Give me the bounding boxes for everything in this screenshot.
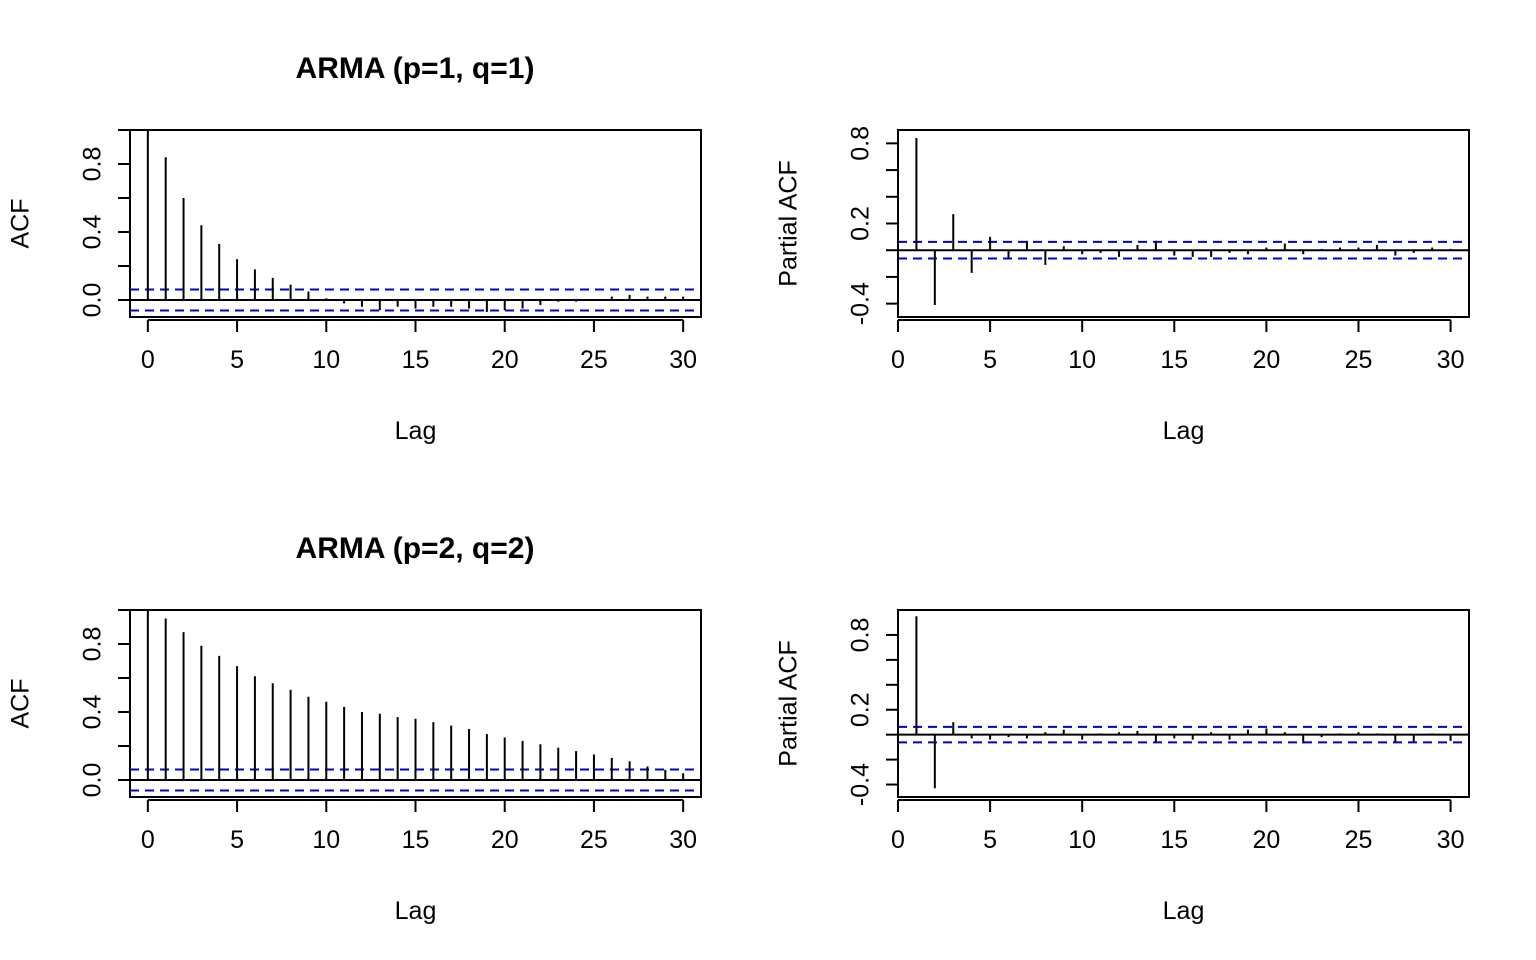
- x-tick-label: 20: [1252, 826, 1280, 854]
- x-tick-label: 20: [491, 346, 519, 374]
- x-tick-label: 0: [891, 826, 905, 854]
- x-tick-label: 0: [891, 346, 905, 374]
- y-tick-label: 0.8: [79, 627, 107, 662]
- y-axis-label: ACF: [7, 199, 35, 249]
- x-tick-label: 30: [669, 346, 697, 374]
- x-axis-label: Lag: [395, 417, 437, 445]
- x-tick-label: 10: [312, 346, 340, 374]
- y-tick-label: 0.8: [847, 618, 875, 653]
- y-axis-label: Partial ACF: [775, 640, 803, 766]
- x-axis-label: Lag: [1163, 897, 1205, 925]
- y-tick-label: 0.8: [847, 126, 875, 161]
- plot-frame: [897, 609, 1470, 798]
- x-tick-label: 30: [1437, 826, 1465, 854]
- y-axis-label: Partial ACF: [775, 160, 803, 286]
- x-tick-label: 25: [1345, 346, 1373, 374]
- y-tick-label: -0.4: [847, 282, 875, 325]
- x-tick-label: 10: [312, 826, 340, 854]
- y-tick-label: 0.0: [79, 763, 107, 798]
- y-tick-label: 0.0: [79, 283, 107, 318]
- y-tick-label: 0.4: [79, 215, 107, 250]
- y-tick-label: 0.4: [79, 695, 107, 730]
- y-axis-label: ACF: [7, 679, 35, 729]
- x-tick-label: 25: [1345, 826, 1373, 854]
- chart-panel-1: ARMA (p=1, q=1) 0 5 10 15 20 25 30 Lag 0.0 0.4 0.8 A…: [7, 52, 702, 445]
- plot-frame: [897, 129, 1470, 318]
- x-tick-label: 15: [1160, 346, 1188, 374]
- y-tick-label: 0.8: [79, 147, 107, 182]
- x-tick-label: 5: [230, 826, 244, 854]
- chart-panel-3: ARMA (p=2, q=2) 0 5 10 15 20 25 30 Lag 0.0 0.4 0.8 A…: [7, 532, 702, 925]
- x-tick-label: 20: [1252, 346, 1280, 374]
- y-tick-label: 0.2: [847, 206, 875, 241]
- x-tick-label: 15: [402, 346, 430, 374]
- x-tick-label: 0: [141, 346, 155, 374]
- x-tick-label: 20: [491, 826, 519, 854]
- x-tick-label: 15: [402, 826, 430, 854]
- x-tick-label: 0: [141, 826, 155, 854]
- x-axis-label: Lag: [395, 897, 437, 925]
- x-tick-label: 10: [1068, 346, 1096, 374]
- chart-title: ARMA (p=2, q=2): [296, 532, 535, 565]
- x-tick-label: 30: [1437, 346, 1465, 374]
- chart-panel-4: 0 5 10 15 20 25 30 Lag -0.4 0.2 0.8 Partial ACF: [775, 609, 1470, 925]
- y-tick-label: 0.2: [847, 692, 875, 727]
- x-axis-label: Lag: [1163, 417, 1205, 445]
- x-tick-label: 10: [1068, 826, 1096, 854]
- x-tick-label: 25: [580, 346, 608, 374]
- x-tick-label: 5: [983, 346, 997, 374]
- x-tick-label: 25: [580, 826, 608, 854]
- x-tick-label: 5: [983, 826, 997, 854]
- y-tick-label: -0.4: [847, 763, 875, 806]
- x-tick-label: 5: [230, 346, 244, 374]
- chart-panel-2: 0 5 10 15 20 25 30 Lag -0.4 0.2 0.8 Partial ACF: [775, 126, 1470, 445]
- chart-title: ARMA (p=1, q=1): [296, 52, 535, 85]
- x-tick-label: 15: [1160, 826, 1188, 854]
- x-tick-label: 30: [669, 826, 697, 854]
